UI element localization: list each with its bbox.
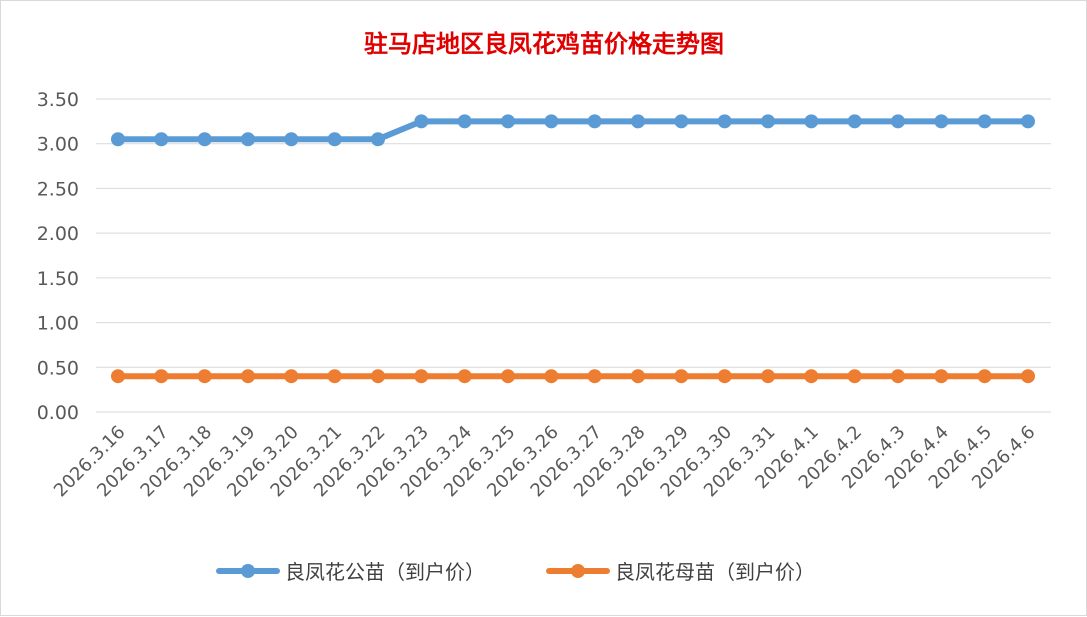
data-point [1021,114,1035,129]
data-point [197,369,212,384]
data-point [284,132,299,147]
data-point [544,114,559,129]
data-point [111,369,125,384]
y-tick-label: 3.00 [37,134,79,156]
legend: 良凤花公苗（到户价） 良凤花母苗（到户价） [216,560,815,584]
data-point [587,369,602,384]
data-point [761,369,775,384]
data-point [674,114,689,129]
data-point [587,114,602,129]
data-point [631,369,645,384]
data-point [847,369,862,384]
data-point [501,114,515,129]
data-point [111,132,125,147]
data-point [761,114,775,129]
data-point [977,114,992,129]
data-point [847,114,862,129]
data-point [371,369,385,384]
legend-label: 良凤花母苗（到户价） [615,560,815,584]
data-point [544,369,559,384]
legend-item: 良凤花母苗（到户价） [546,560,815,584]
data-point [154,132,169,147]
data-point [1021,369,1035,384]
data-point [327,132,342,147]
legend-dot-marker [241,564,255,578]
x-axis-ticks: 2026.3.162026.3.172026.3.182026.3.192026… [50,422,1040,502]
data-point [197,132,212,147]
y-tick-label: 2.00 [37,223,79,245]
data-point [934,369,949,384]
data-point [414,114,429,129]
legend-dot-marker [571,564,585,578]
data-point [154,369,169,384]
data-point [717,369,732,384]
data-point [674,369,689,384]
data-point [371,132,385,147]
data-point [977,369,992,384]
series-1 [111,114,1035,147]
data-point [891,369,905,384]
data-point [241,369,255,384]
data-point [934,114,949,129]
data-point [891,114,905,129]
data-point [457,369,472,384]
y-tick-label: 3.50 [37,89,79,111]
data-point [804,114,819,129]
series-2 [111,369,1035,384]
legend-label: 良凤花公苗（到户价） [285,560,485,584]
data-point [717,114,732,129]
y-tick-label: 2.50 [37,178,79,200]
data-point [631,114,645,129]
data-point [804,369,819,384]
data-point [327,369,342,384]
legend-item: 良凤花公苗（到户价） [216,560,485,584]
y-axis-ticks: 0.00 0.50 1.00 1.50 2.00 2.50 3.00 3.50 [37,89,79,424]
y-tick-label: 1.00 [37,313,79,335]
data-point [241,132,255,147]
series-group [111,114,1035,384]
data-point [284,369,299,384]
data-point [501,369,515,384]
y-tick-label: 0.50 [37,357,79,379]
data-point [457,114,472,129]
chart-title: 驻马店地区良凤花鸡苗价格走势图 [364,29,724,58]
series-line [115,118,1031,143]
data-point [414,369,429,384]
gridlines [96,98,1051,413]
y-tick-label: 1.50 [37,268,79,290]
y-tick-label: 0.00 [37,402,79,424]
